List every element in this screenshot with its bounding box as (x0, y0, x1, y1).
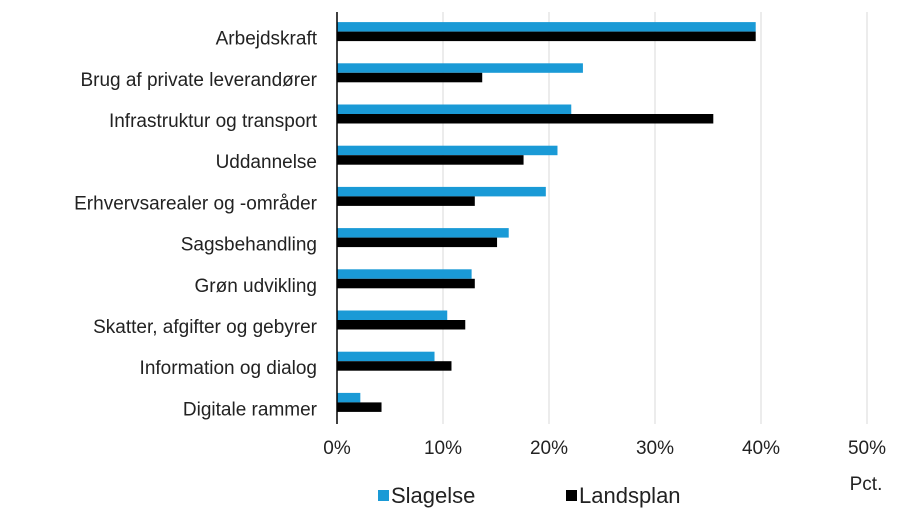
x-axis-label: Pct. (850, 474, 883, 495)
y-tick-label: Brug af private leverandører (80, 70, 317, 91)
bar (337, 361, 452, 371)
bar (337, 237, 498, 248)
bar (337, 269, 472, 279)
bar (337, 186, 546, 197)
y-tick-label: Arbejdskraft (216, 29, 318, 50)
bar (337, 145, 558, 156)
bar (337, 392, 361, 403)
bar (337, 402, 382, 412)
x-tick-label: 10% (424, 438, 462, 459)
bar (337, 63, 583, 73)
legend-label: Landsplan (579, 483, 681, 508)
bar (337, 114, 714, 124)
legend-swatch (378, 490, 389, 501)
x-tick-label: 50% (848, 438, 886, 459)
bar (337, 196, 475, 206)
x-tick-label: 40% (742, 438, 780, 459)
bar (337, 155, 524, 165)
bar (337, 72, 483, 83)
y-tick-label: Information og dialog (140, 358, 317, 379)
bar (337, 31, 756, 42)
bar (337, 278, 475, 289)
y-tick-label: Infrastruktur og transport (109, 111, 318, 132)
legend-swatch (566, 490, 577, 501)
bar (337, 310, 448, 320)
bar (337, 320, 466, 330)
bar (337, 228, 509, 238)
y-tick-label: Digitale rammer (183, 399, 318, 420)
legend-label: Slagelse (391, 483, 475, 508)
y-tick-label: Grøn udvikling (195, 276, 318, 297)
x-tick-label: 0% (323, 438, 351, 459)
y-tick-label: Sagsbehandling (181, 235, 317, 256)
bar (337, 104, 572, 114)
bar (337, 351, 435, 362)
x-tick-label: 20% (530, 438, 568, 459)
bar (337, 22, 756, 32)
y-tick-label: Uddannelse (216, 152, 317, 173)
y-tick-label: Erhvervsarealer og -områder (74, 193, 318, 214)
x-tick-label: 30% (636, 438, 674, 459)
y-tick-label: Skatter, afgifter og gebyrer (93, 317, 318, 338)
